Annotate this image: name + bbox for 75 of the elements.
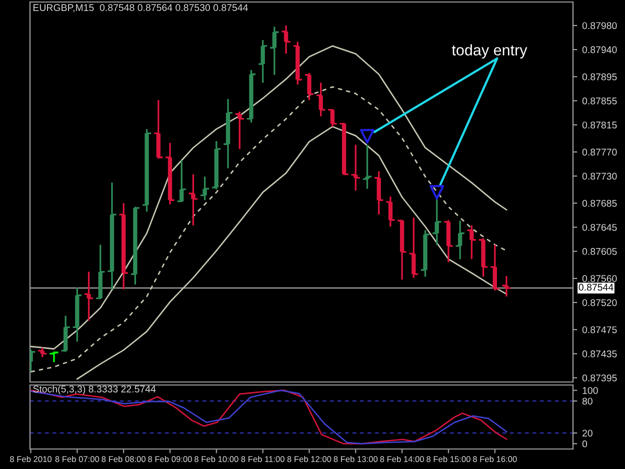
- chart-title: Stoch(5,3,3) 8.3333 22.5744: [33, 385, 156, 394]
- candlestick: [96, 244, 105, 300]
- x-tick-label: 8 Feb 13:00: [334, 456, 378, 462]
- x-tick-label: 8 Feb 2010: [10, 456, 52, 462]
- candlestick: [258, 39, 268, 84]
- y-tick-label: 0.87685: [582, 200, 617, 207]
- candlestick: [328, 108, 337, 128]
- candlestick: [224, 98, 232, 170]
- y-tick-label: 80: [582, 398, 592, 405]
- candlestick: [282, 24, 290, 55]
- ref-line-label: 0.87544: [578, 284, 614, 291]
- y-tick-label: 0.87770: [582, 148, 617, 156]
- candlestick: [108, 182, 116, 290]
- candlestick: [130, 206, 140, 286]
- candlestick: [177, 160, 186, 203]
- candlestick: [200, 176, 210, 201]
- candlestick: [154, 99, 163, 160]
- candlestick: [119, 202, 128, 290]
- annotation: today entry: [452, 44, 528, 59]
- candlestick: [72, 286, 82, 342]
- candlestick: [142, 128, 152, 212]
- y-tick-label: 0.87980: [582, 22, 617, 30]
- candlestick: [61, 314, 70, 353]
- candlestick: [212, 140, 221, 190]
- candlestick: [386, 196, 395, 228]
- y-tick-label: 0.87475: [582, 326, 617, 334]
- candlestick: [188, 173, 198, 226]
- candlestick: [38, 346, 47, 358]
- candlestick: [166, 142, 174, 206]
- candlestick: [293, 40, 302, 86]
- y-tick-label: 0.87605: [582, 248, 617, 255]
- candlestick: [246, 69, 256, 124]
- x-tick-label: 8 Feb 14:00: [380, 456, 424, 462]
- x-tick-label: 8 Feb 07:00: [55, 456, 100, 462]
- candlestick: [432, 197, 442, 246]
- candlestick: [351, 144, 360, 192]
- y-tick-label: 0: [582, 440, 588, 448]
- candlestick: [420, 229, 430, 278]
- y-tick-label: 0.87855: [582, 98, 617, 104]
- candlestick: [340, 122, 348, 176]
- candlestick: [478, 237, 488, 278]
- chart-title: EURGBP,M15 0.87548 0.87564 0.87530 0.87544: [34, 4, 248, 12]
- candlestick: [456, 220, 464, 260]
- x-tick-label: 8 Feb 16:00: [473, 456, 517, 462]
- y-tick-label: 0.87395: [582, 374, 617, 382]
- x-tick-label: 8 Feb 15:00: [426, 456, 470, 462]
- candlestick: [409, 216, 418, 279]
- candlestick: [490, 244, 500, 292]
- candlestick: [84, 270, 94, 322]
- candlestick: [316, 82, 326, 118]
- x-tick-label: 8 Feb 10:00: [194, 456, 238, 462]
- candlestick: [304, 72, 314, 101]
- candlestick: [374, 170, 384, 216]
- y-tick-label: 0.87645: [582, 224, 617, 231]
- x-tick-label: 8 Feb 11:00: [241, 456, 284, 462]
- y-tick-label: 0.87435: [582, 350, 617, 358]
- y-tick-label: 0.87895: [582, 73, 617, 80]
- line-series: [76, 126, 508, 380]
- y-tick-label: 100: [582, 387, 598, 394]
- x-tick-label: 8 Feb 12:00: [287, 456, 332, 462]
- candlestick: [502, 275, 511, 298]
- y-tick-label: 20: [582, 430, 592, 437]
- candlestick: [362, 144, 372, 190]
- x-tick-label: 8 Feb 09:00: [148, 456, 192, 462]
- y-tick-label: 0.87730: [582, 172, 617, 180]
- candlestick: [444, 219, 453, 263]
- x-tick-label: 8 Feb 08:00: [102, 456, 146, 462]
- y-tick-label: 0.87560: [582, 275, 617, 282]
- candlestick: [270, 26, 279, 76]
- y-tick-label: 0.87520: [582, 299, 617, 306]
- candlestick: [398, 219, 406, 280]
- candlestick: [467, 224, 476, 260]
- y-tick-label: 0.87940: [582, 46, 617, 54]
- y-tick-label: 0.87815: [582, 122, 617, 128]
- candlestick: [235, 110, 244, 150]
